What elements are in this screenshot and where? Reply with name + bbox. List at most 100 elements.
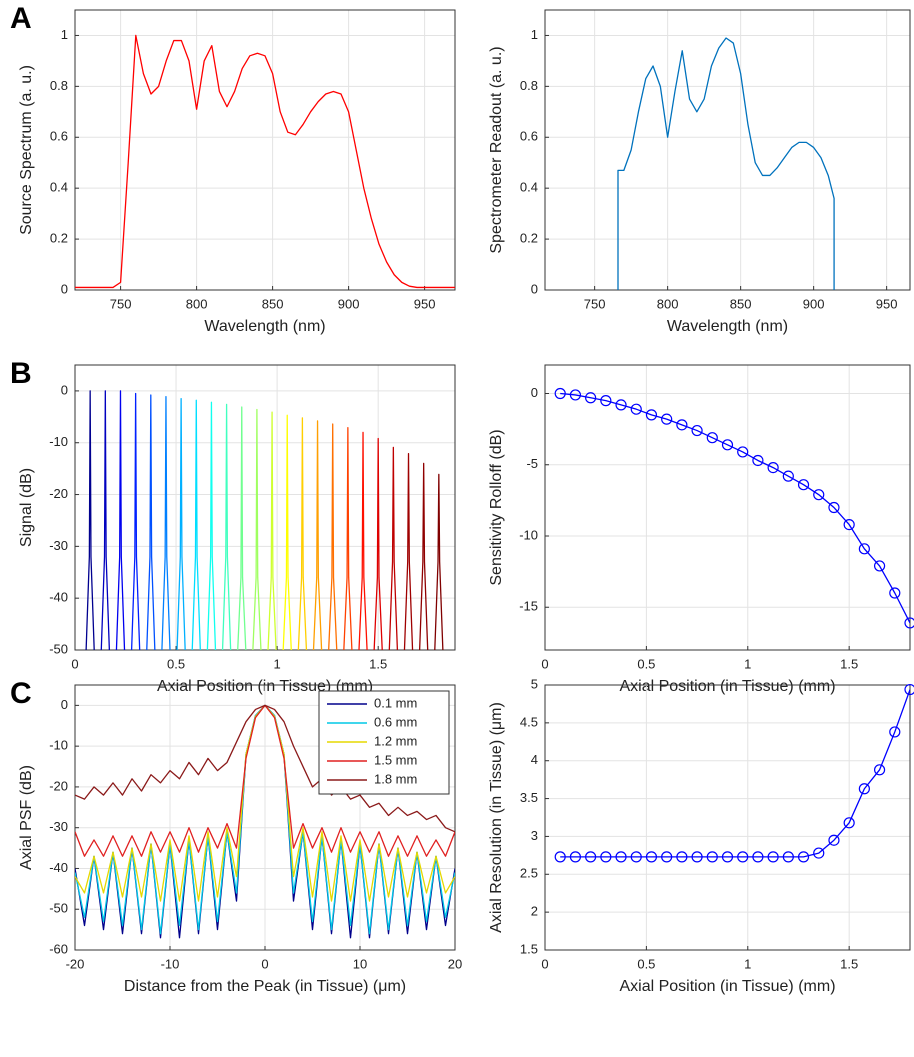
y-tick-label: -50 [49,901,68,916]
plot-area [617,37,835,290]
series-line [358,431,368,650]
x-tick-label: 800 [186,296,208,311]
x-tick-label: 0 [71,656,78,671]
y-tick-label: 0.4 [520,180,538,195]
marker [858,543,870,555]
x-axis-label: Axial Position (in Tissue) (mm) [619,678,835,695]
axes-box [74,9,456,291]
x-tick-label: 20 [448,956,462,971]
series-line [130,392,141,650]
y-tick-label: 0 [61,697,68,712]
axes-box [544,9,911,291]
series-line [617,37,835,290]
y-axis-label: Axial PSF (dB) [18,765,35,870]
marker [691,851,703,863]
series-line [100,390,111,650]
marker [645,409,658,421]
series-line [418,462,429,650]
marker [706,432,718,444]
y-tick-label: 0.2 [50,231,68,246]
series-line [85,390,95,650]
x-tick-label: 750 [584,296,606,311]
axes-box [544,364,911,651]
series-line [343,427,353,650]
series-line [237,406,247,650]
x-tick-label: 0 [541,956,548,971]
series-line [176,398,186,650]
y-tick-label: 0 [61,382,68,397]
series-line [75,704,455,833]
y-tick-label: 0.8 [520,78,538,93]
marker [782,470,794,482]
x-tick-label: 1.5 [840,956,858,971]
x-axis-label: Wavelength (nm) [204,318,325,335]
y-tick-label: 2 [531,904,538,919]
marker [615,851,627,863]
series-line [146,394,156,650]
marker [873,764,886,776]
x-tick-label: 1.5 [840,656,858,671]
y-tick-label: 5 [531,676,538,691]
x-tick-label: 0.5 [637,656,655,671]
x-tick-label: 850 [262,296,284,311]
y-tick-label: -5 [526,456,538,471]
marker [828,501,840,514]
y-tick-label: 3 [531,828,538,843]
marker [721,439,734,451]
legend-label: 0.1 mm [374,695,417,710]
marker [797,851,810,863]
y-tick-label: 0 [531,281,538,296]
y-tick-label: -30 [49,819,68,834]
y-tick-label: 4.5 [520,714,538,729]
marker [569,851,582,863]
series-line [297,417,308,650]
x-tick-label: 900 [803,296,825,311]
y-tick-label: 1.5 [520,941,538,956]
x-tick-label: 0.5 [637,956,655,971]
y-tick-label: 0.6 [50,129,68,144]
panel-label: A [10,2,32,35]
x-tick-label: 900 [338,296,360,311]
y-tick-label: 0 [61,281,68,296]
series-line [403,452,414,650]
series-line [191,399,201,650]
y-tick-label: 1 [531,27,538,42]
x-tick-label: 1 [744,656,751,671]
marker [676,851,688,863]
marker [676,419,688,431]
marker [737,446,749,458]
marker [554,851,566,863]
marker [873,560,886,572]
marker [767,851,779,863]
y-axis-label: Axial Resolution (in Tissue) (μm) [488,702,505,933]
y-axis-label: Sensitivity Rolloff (dB) [488,429,505,585]
x-tick-label: 1 [744,956,751,971]
series-line [312,420,323,650]
x-tick-label: 800 [657,296,679,311]
marker [645,851,658,863]
marker [843,518,855,531]
marker [600,851,612,863]
x-tick-label: 10 [353,956,367,971]
marker [843,817,855,829]
marker [585,392,597,404]
marker [889,726,901,738]
marker [706,851,718,863]
panel-label: C [10,677,32,710]
y-tick-label: -20 [49,778,68,793]
marker [904,617,914,629]
marker [737,851,749,863]
legend-label: 1.5 mm [374,752,417,767]
plot-area [560,689,910,858]
marker [797,479,810,491]
axes-box [74,684,456,951]
x-tick-label: 0.5 [167,656,185,671]
marker [752,454,764,467]
y-tick-label: -30 [49,538,68,553]
x-tick-label: 0 [261,956,268,971]
y-tick-label: 3.5 [520,790,538,805]
series-line [282,414,292,650]
